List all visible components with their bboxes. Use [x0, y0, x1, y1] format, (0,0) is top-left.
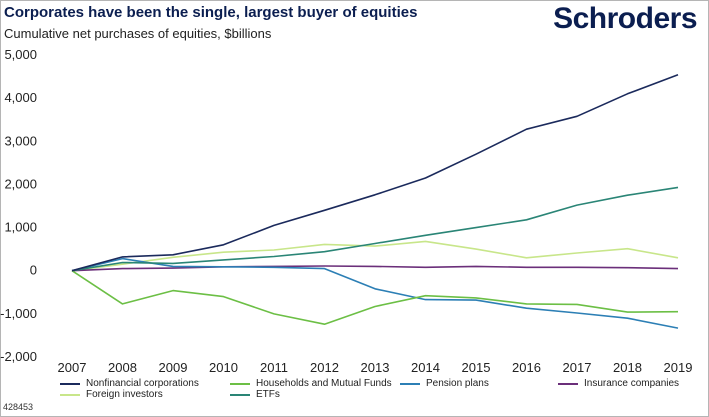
legend-item: Foreign investors	[60, 389, 163, 400]
legend-label: Pension plans	[426, 378, 489, 389]
legend-swatch	[60, 393, 80, 396]
x-tick-label: 2014	[411, 360, 440, 375]
y-tick-label: 4,000	[4, 90, 37, 105]
x-tick-label: 2019	[664, 360, 693, 375]
series-line-nonfinancial-corporations	[71, 74, 679, 272]
x-tick-label: 2010	[209, 360, 238, 375]
legend-swatch	[230, 382, 250, 385]
legend-label: Nonfinancial corporations	[86, 378, 199, 389]
y-tick-label: 5,000	[4, 47, 37, 62]
series-line-insurance-companies	[71, 265, 679, 272]
y-tick-label: 0	[30, 263, 37, 278]
legend-item: Insurance companies	[558, 378, 679, 389]
legend-swatch	[230, 393, 250, 396]
legend-item: ETFs	[230, 389, 280, 400]
legend-item: Households and Mutual Funds	[230, 378, 392, 389]
legend-item: Nonfinancial corporations	[60, 378, 199, 389]
x-tick-label: 2008	[108, 360, 137, 375]
series-lines	[71, 74, 679, 329]
chart-subtitle: Cumulative net purchases of equities, $b…	[4, 26, 272, 41]
x-tick-label: 2009	[159, 360, 188, 375]
x-tick-label: 2011	[260, 360, 288, 375]
series-line-etfs	[71, 186, 679, 272]
legend-swatch	[60, 382, 80, 385]
chart-title: Corporates have been the single, largest…	[4, 4, 418, 21]
series-line-households-and-mutual-funds	[71, 270, 679, 326]
series-line-foreign-investors	[71, 240, 679, 272]
series-line-pension-plans	[71, 257, 679, 329]
y-tick-label: 3,000	[4, 133, 37, 148]
legend-label: Foreign investors	[86, 389, 163, 400]
x-tick-label: 2007	[58, 360, 87, 375]
y-tick-label: -1,000	[0, 306, 37, 321]
x-tick-label: 2017	[563, 360, 592, 375]
y-tick-label: 2,000	[4, 176, 37, 191]
x-tick-label: 2018	[613, 360, 642, 375]
y-tick-label: 1,000	[4, 220, 37, 235]
legend-swatch	[400, 382, 420, 385]
x-tick-label: 2012	[310, 360, 339, 375]
chart-id: 428453	[3, 402, 34, 412]
legend-swatch	[558, 382, 578, 385]
y-axis: 5,000 4,000 3,000 2,000 1,000 0 -1,000 -2,000	[0, 47, 37, 364]
schroders-logo: Schroders	[553, 2, 697, 35]
x-tick-label: 2015	[462, 360, 491, 375]
legend-label: Households and Mutual Funds	[256, 378, 392, 389]
legend-label: ETFs	[256, 389, 280, 400]
legend-item: Pension plans	[400, 378, 489, 389]
y-tick-label: -2,000	[0, 349, 37, 364]
x-axis: 2007 2008 2009 2010 2011 2012 2013 2014 2015 2016…	[58, 360, 693, 375]
x-tick-label: 2013	[361, 360, 390, 375]
x-tick-label: 2016	[512, 360, 541, 375]
legend-label: Insurance companies	[584, 378, 680, 389]
